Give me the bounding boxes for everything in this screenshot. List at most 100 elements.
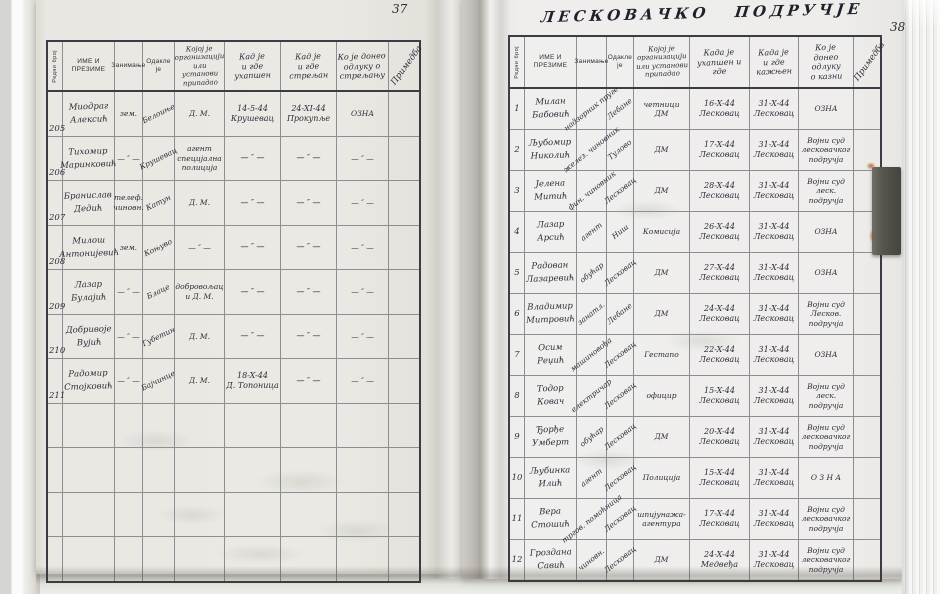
- cell-organization: ДМ: [634, 294, 690, 334]
- table-row: 6 Владимир Митровић занатл. Лебане ДМ 24-X-44…: [510, 294, 880, 335]
- cell-no: [48, 448, 63, 492]
- cell-origin: [143, 537, 175, 581]
- cell-arrested: — ″ —: [225, 225, 281, 269]
- cell-executed: 31-X-44 Лесковац: [750, 376, 799, 416]
- column-header-executed: Кад је и где стрељан: [281, 42, 337, 90]
- register-table-left: Редни број ИМЕ И ПРЕЗИМЕ Занимање Одакле…: [46, 40, 424, 583]
- cell-occupation: [115, 492, 143, 536]
- cell-name: Радован Лазаревић: [525, 253, 577, 293]
- table-row: 2 Љубомир Николић желез. чиновник Тулово ДМ 1…: [510, 125, 880, 175]
- right-page: ЛЕСКОВАЧКО ПОДРУЧЈЕ 38 Редни број ИМЕ И …: [462, 0, 905, 582]
- cell-origin: Крушевац: [138, 136, 179, 180]
- cell-name: [63, 537, 115, 581]
- column-header-occupation: Занимање: [111, 42, 145, 90]
- cell-name: Тодор Ковач: [525, 376, 577, 416]
- cell-name: [63, 448, 115, 492]
- register-table-right: Редни број ИМЕ И ПРЕЗИМЕ Занимање Одакле…: [508, 35, 888, 582]
- table-row: 4 Лазар Арсић агент Ниш Комисија 26-X-44 Леск…: [510, 212, 880, 253]
- cell-organization: Д. М.: [175, 92, 225, 136]
- cell-origin: Лесковац: [602, 335, 638, 375]
- cell-arrested: — ″ —: [225, 314, 281, 358]
- cell-decision: — ″ —: [337, 136, 389, 180]
- cell-decision: Војни суд лесковачког подручја: [799, 130, 854, 170]
- column-header-arrested: Када је ухапшен и где: [690, 37, 750, 87]
- table-row: 3 Јелена Митић фин. чиновник Лесковац ДМ 28-X…: [510, 169, 880, 212]
- cell-occupation: зем.: [115, 92, 143, 136]
- cell-arrested: 15-X-44 Лесковац: [690, 458, 750, 498]
- cell-arrested: — ″ —: [225, 181, 281, 225]
- cell-organization: агент специјална полиција: [175, 136, 225, 180]
- cell-origin: Катун: [143, 181, 175, 225]
- cell-no: 205: [48, 92, 65, 136]
- cell-remark: [854, 499, 880, 539]
- table-row: 210 Добривоје Вујић — ″ — Губетин Д. М. — ″ —…: [48, 314, 419, 359]
- left-page-number: 37: [392, 2, 408, 16]
- cell-remark: [389, 270, 419, 314]
- column-header-origin: Одакле је: [143, 42, 175, 90]
- table-row: 10 Љубинка Илић агент Лесковац Полиција 15-X-…: [510, 458, 880, 499]
- binding-clasp: [866, 162, 901, 255]
- cell-remark: [854, 417, 880, 457]
- cell-no: 4: [510, 212, 525, 252]
- cell-arrested: 20-X-44 Лесковац: [690, 417, 750, 457]
- cell-origin: Лебане: [606, 294, 634, 334]
- page-edge-stack: [902, 0, 940, 594]
- cell-decision: [337, 492, 389, 536]
- cell-origin: Лесковац: [602, 499, 638, 539]
- cell-decision: — ″ —: [337, 314, 389, 358]
- column-header-name: ИМЕ И ПРЕЗИМЕ: [63, 42, 115, 90]
- cell-decision: О З Н А: [799, 458, 854, 498]
- cell-name: Гроздана Савић: [525, 540, 577, 580]
- left-page: 37 Редни број ИМЕ И ПРЕЗИМЕ Занимање Ода…: [36, 0, 462, 583]
- cell-origin: Тулово: [606, 130, 634, 170]
- left-margin-strips: [0, 0, 40, 594]
- cell-executed: 31-X-44 Лесковац: [750, 335, 799, 375]
- cell-origin: Бајчинце: [140, 359, 177, 403]
- cell-organization: ДМ: [634, 253, 690, 293]
- table-row: 12 Гроздана Савић чиновн. Лесковац ДМ 24-X-44…: [510, 540, 880, 580]
- table-row: 206 Тихомир Маринковић — ″ — Крушевац агент …: [48, 136, 419, 181]
- cell-origin: Губетин: [141, 314, 176, 358]
- cell-organization: четници ДМ: [634, 89, 690, 129]
- column-header-remark: Примедба: [852, 39, 888, 84]
- cell-organization: [175, 448, 225, 492]
- table-header-row: Редни број ИМЕ И ПРЕЗИМЕ Занимање Одакле…: [48, 42, 424, 92]
- cell-remark: [389, 493, 419, 537]
- column-header-executed: Када је и где кажњен: [750, 37, 799, 87]
- cell-occupation: зем.: [115, 225, 143, 269]
- cell-occupation: — ″ —: [115, 136, 143, 180]
- column-header-row-number: Редни број: [48, 42, 63, 90]
- table-row: 209 Лазар Булајић — ″ — Блаце добровољац и Д…: [48, 270, 419, 315]
- cell-name: Јелена Митић: [525, 171, 577, 211]
- cell-remark: [389, 404, 419, 448]
- cell-occupation: обућар: [577, 417, 607, 457]
- cell-executed: 31-X-44 Лесковац: [750, 294, 799, 334]
- cell-executed: 31-X-44 Лесковац: [750, 499, 799, 539]
- cell-occupation: електричар: [569, 376, 614, 416]
- cell-remark: [389, 181, 419, 225]
- table-row: 7 Осим Реџић машиновођа Лесковац Гестапо 22-X…: [510, 335, 880, 376]
- cell-executed: 31-X-44 Лесковац: [750, 89, 799, 129]
- cell-organization: Д. М.: [175, 314, 225, 358]
- cell-occupation: желез. чиновник: [561, 125, 622, 175]
- cell-no: 5: [510, 253, 525, 293]
- cell-organization: шпијунажа- агентура: [634, 499, 690, 539]
- table-row: 9 Ђорђе Умберт обућар Лесковац ДМ 20-X-44 Лес…: [510, 417, 880, 458]
- cell-executed: — ″ —: [281, 314, 337, 358]
- cell-organization: [175, 492, 225, 536]
- cell-arrested: 15-X-44 Лесковац: [690, 376, 750, 416]
- cell-origin: [143, 492, 175, 536]
- cell-remark: [389, 92, 419, 136]
- column-header-organization: Којој је организацији или установи припа…: [174, 42, 225, 90]
- cell-name: Ђорђе Умберт: [525, 417, 577, 457]
- cell-executed: 31-X-44 Лесковац: [750, 458, 799, 498]
- cell-no: 7: [510, 335, 525, 375]
- cell-organization: Д. М.: [175, 359, 225, 403]
- cell-arrested: [225, 403, 281, 447]
- cell-organization: ДМ: [634, 417, 690, 457]
- cell-decision: ОЗНА: [799, 253, 854, 293]
- table-row: 207 Бранислав Дедић телеф. чиновн. Катун Д. …: [48, 181, 419, 226]
- cell-name: Бранислав Дедић: [63, 181, 115, 225]
- column-header-occupation: Занимање: [574, 37, 608, 87]
